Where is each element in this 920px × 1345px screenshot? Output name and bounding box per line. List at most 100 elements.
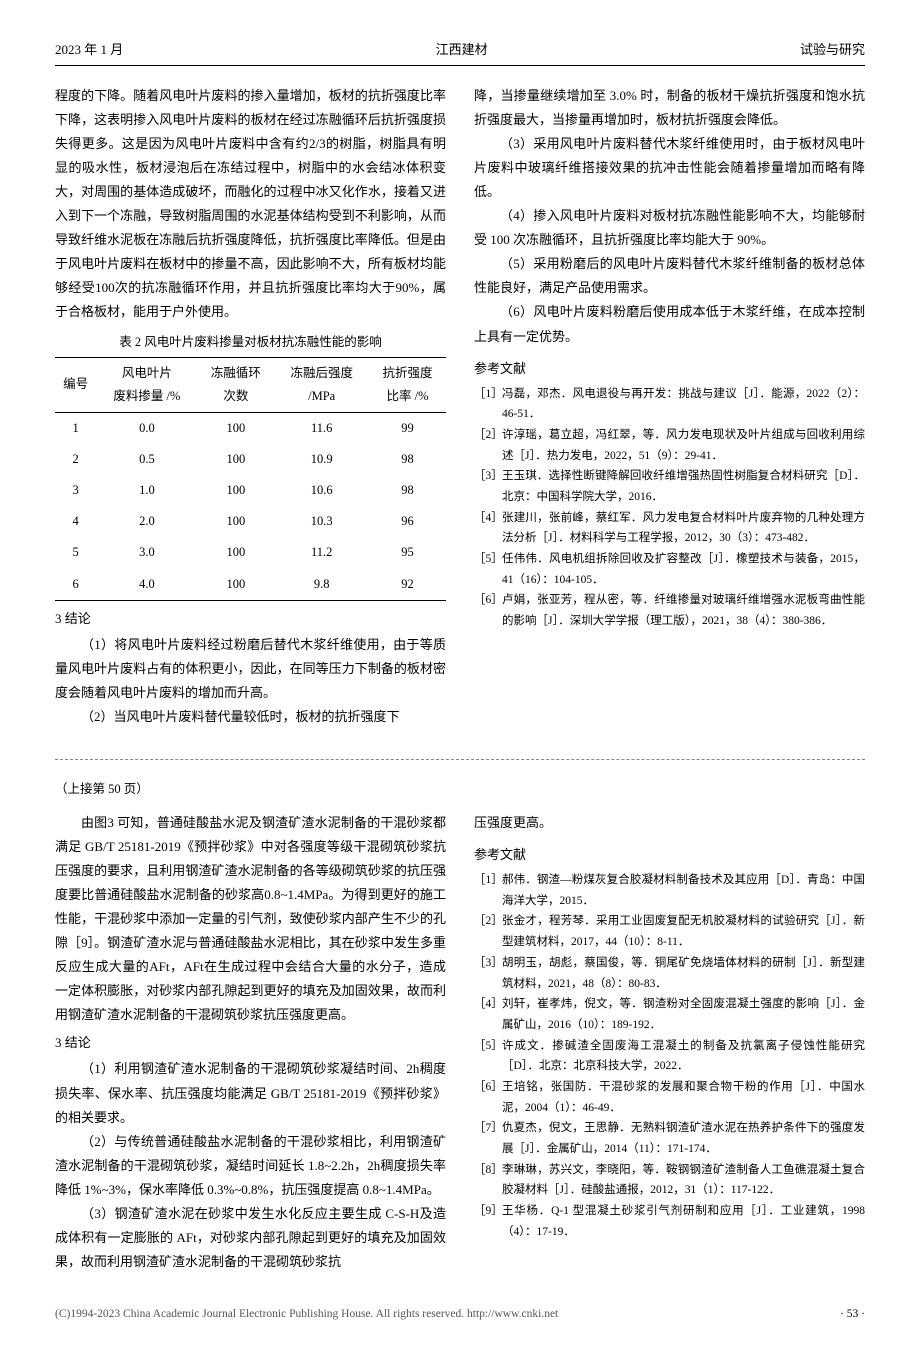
- table2-cell: 0.5: [96, 444, 197, 475]
- upper-right-p1: 降，当掺量继续增加至 3.0% 时，制备的板材干燥抗折强度和饱水抗折强度最大，当…: [474, 84, 865, 132]
- reference-number: ［3］: [474, 953, 502, 994]
- table2-cell: 11.6: [274, 412, 369, 444]
- dashed-divider: [55, 759, 865, 760]
- reference-text: 郝伟．钢渣—粉煤灰复合胶凝材料制备技术及其应用［D］．青岛：中国海洋大学，201…: [502, 870, 865, 911]
- table2-header-cell: 冻融后强度 /MPa: [274, 357, 369, 412]
- reference-text: 胡明玉，胡彪，蔡国俊，等．铜尾矿免烧墙体材料的研制［J］．新型建筑材料，2021…: [502, 953, 865, 994]
- header-center: 江西建材: [436, 38, 488, 62]
- reference-number: ［6］: [474, 590, 502, 631]
- page-footer: (C)1994-2023 China Academic Journal Elec…: [55, 1304, 865, 1325]
- reference-text: 刘轩，崔孝炜，倪文，等．钢渣粉对全固废混凝土强度的影响［J］．金属矿山，2016…: [502, 994, 865, 1035]
- table2-cell: 95: [369, 537, 446, 568]
- lower-left-p1: 由图3 可知，普通硅酸盐水泥及钢渣矿渣水泥制备的干混砂浆都满足 GB/T 251…: [55, 811, 446, 1027]
- lower-refs-head: 参考文献: [474, 843, 865, 867]
- upper-right-p2: （3）采用风电叶片废料替代木浆纤维使用时，由于板材风电叶片废料中玻璃纤维搭接效果…: [474, 132, 865, 204]
- reference-number: ［1］: [474, 384, 502, 425]
- reference-text: 许淳瑶，葛立超，冯红翠，等．风力发电现状及叶片组成与回收利用综述［J］．热力发电…: [502, 425, 865, 466]
- table2-cell: 0.0: [96, 412, 197, 444]
- lower-left-column: 由图3 可知，普通硅酸盐水泥及钢渣矿渣水泥制备的干混砂浆都满足 GB/T 251…: [55, 811, 446, 1274]
- table2-cell: 100: [197, 537, 274, 568]
- table2-cell: 100: [197, 506, 274, 537]
- reference-number: ［8］: [474, 1160, 502, 1201]
- table2-header-cell: 风电叶片 废料掺量 /%: [96, 357, 197, 412]
- table2-header-cell: 抗折强度 比率 /%: [369, 357, 446, 412]
- reference-item: ［6］卢娟，张亚芳，程从密，等．纤维掺量对玻璃纤维增强水泥板弯曲性能的影响［J］…: [474, 590, 865, 631]
- reference-item: ［4］张建川，张前峰，蔡红军．风力发电复合材料叶片废弃物的几种处理方法分析［J］…: [474, 508, 865, 549]
- reference-number: ［5］: [474, 1036, 502, 1077]
- reference-number: ［3］: [474, 466, 502, 507]
- reference-number: ［9］: [474, 1201, 502, 1242]
- table2-cell: 10.9: [274, 444, 369, 475]
- table2-row: 42.010010.396: [55, 506, 446, 537]
- reference-number: ［6］: [474, 1077, 502, 1118]
- reference-text: 卢娟，张亚芳，程从密，等．纤维掺量对玻璃纤维增强水泥板弯曲性能的影响［J］．深圳…: [502, 590, 865, 631]
- upper-right-p3: （4）掺入风电叶片废料对板材抗冻融性能影响不大，均能够耐受 100 次冻融循环，…: [474, 204, 865, 252]
- reference-text: 张金才，程芳琴．采用工业固废复配无机胶凝材料的试验研究［J］．新型建筑材料，20…: [502, 911, 865, 952]
- footer-left: (C)1994-2023 China Academic Journal Elec…: [55, 1304, 558, 1325]
- table2-cell: 100: [197, 475, 274, 506]
- table2-cell: 100: [197, 569, 274, 601]
- reference-item: ［5］许成文．掺碱渣全固废海工混凝土的制备及抗氯离子侵蚀性能研究［D］．北京：北…: [474, 1036, 865, 1077]
- reference-item: ［5］任伟伟．风电机组拆除回收及扩容整改［J］．橡塑技术与装备，2015，41（…: [474, 549, 865, 590]
- table2-cell: 11.2: [274, 537, 369, 568]
- upper-right-p4: （5）采用粉磨后的风电叶片废料替代木浆纤维制备的板材总体性能良好，满足产品使用需…: [474, 252, 865, 300]
- lower-right-p1: 压强度更高。: [474, 811, 865, 835]
- lower-left-p4: （3）钢渣矿渣水泥在砂浆中发生水化反应主要生成 C-S-H及造成体积有一定膨胀的…: [55, 1202, 446, 1274]
- lower-left-p3: （2）与传统普通硅酸盐水泥制备的干混砂浆相比，利用钢渣矿渣水泥制备的干混砌筑砂浆…: [55, 1130, 446, 1202]
- reference-number: ［5］: [474, 549, 502, 590]
- page-number: · 53 ·: [840, 1304, 865, 1325]
- upper-left-p3: （2）当风电叶片废料替代量较低时，板材的抗折强度下: [55, 705, 446, 729]
- upper-right-p5: （6）风电叶片废料粉磨后使用成本低于木浆纤维，在成本控制上具有一定优势。: [474, 300, 865, 348]
- lower-columns: 由图3 可知，普通硅酸盐水泥及钢渣矿渣水泥制备的干混砂浆都满足 GB/T 251…: [55, 811, 865, 1274]
- reference-text: 李琳琳，苏兴文，李晓阳，等．鞍钢钢渣矿渣制备人工鱼礁混凝土复合胶凝材料［J］．硅…: [502, 1160, 865, 1201]
- upper-columns: 程度的下降。随着风电叶片废料的掺入量增加，板材的抗折强度比率下降，这表明掺入风电…: [55, 84, 865, 729]
- upper-left-column: 程度的下降。随着风电叶片废料的掺入量增加，板材的抗折强度比率下降，这表明掺入风电…: [55, 84, 446, 729]
- table2-cell: 5: [55, 537, 96, 568]
- lower-right-column: 压强度更高。 参考文献 ［1］郝伟．钢渣—粉煤灰复合胶凝材料制备技术及其应用［D…: [474, 811, 865, 1274]
- lower-refs-list: ［1］郝伟．钢渣—粉煤灰复合胶凝材料制备技术及其应用［D］．青岛：中国海洋大学，…: [474, 870, 865, 1242]
- table2-cell: 1.0: [96, 475, 197, 506]
- reference-number: ［1］: [474, 870, 502, 911]
- reference-number: ［4］: [474, 508, 502, 549]
- table2-cell: 6: [55, 569, 96, 601]
- reference-item: ［3］胡明玉，胡彪，蔡国俊，等．铜尾矿免烧墙体材料的研制［J］．新型建筑材料，2…: [474, 953, 865, 994]
- table2-cell: 99: [369, 412, 446, 444]
- reference-number: ［2］: [474, 911, 502, 952]
- table2-cell: 1: [55, 412, 96, 444]
- reference-item: ［2］张金才，程芳琴．采用工业固废复配无机胶凝材料的试验研究［J］．新型建筑材料…: [474, 911, 865, 952]
- table2-cell: 10.6: [274, 475, 369, 506]
- reference-item: ［3］王玉琪．选择性断键降解回收纤维增强热固性树脂复合材料研究［D］．北京：中国…: [474, 466, 865, 507]
- lower-left-sec3: 3 结论: [55, 1031, 446, 1055]
- table2-cell: 9.8: [274, 569, 369, 601]
- reference-item: ［6］王培铭，张国防．干混砂浆的发展和聚合物干粉的作用［J］．中国水泥，2004…: [474, 1077, 865, 1118]
- table2-cell: 2.0: [96, 506, 197, 537]
- upper-left-p2: （1）将风电叶片废料经过粉磨后替代木浆纤维使用，由于等质量风电叶片废料占有的体积…: [55, 633, 446, 705]
- table2-row: 53.010011.295: [55, 537, 446, 568]
- reference-item: ［8］李琳琳，苏兴文，李晓阳，等．鞍钢钢渣矿渣制备人工鱼礁混凝土复合胶凝材料［J…: [474, 1160, 865, 1201]
- page-header: 2023 年 1 月 江西建材 试验与研究: [55, 38, 865, 66]
- table2-cell: 98: [369, 475, 446, 506]
- table2-cell: 4.0: [96, 569, 197, 601]
- reference-text: 任伟伟．风电机组拆除回收及扩容整改［J］．橡塑技术与装备，2015，41（16）…: [502, 549, 865, 590]
- table2-row: 20.510010.998: [55, 444, 446, 475]
- upper-right-column: 降，当掺量继续增加至 3.0% 时，制备的板材干燥抗折强度和饱水抗折强度最大，当…: [474, 84, 865, 729]
- table2-row: 31.010010.698: [55, 475, 446, 506]
- reference-text: 王培铭，张国防．干混砂浆的发展和聚合物干粉的作用［J］．中国水泥，2004（1）…: [502, 1077, 865, 1118]
- reference-number: ［4］: [474, 994, 502, 1035]
- reference-item: ［1］冯磊，邓杰．风电退役与再开发：挑战与建议［J］．能源，2022（2）：46…: [474, 384, 865, 425]
- reference-text: 冯磊，邓杰．风电退役与再开发：挑战与建议［J］．能源，2022（2）：46-51…: [502, 384, 865, 425]
- upper-refs-head: 参考文献: [474, 357, 865, 381]
- table2-header-cell: 冻融循环 次数: [197, 357, 274, 412]
- table2-cell: 100: [197, 444, 274, 475]
- table2-cell: 100: [197, 412, 274, 444]
- reference-text: 王玉琪．选择性断键降解回收纤维增强热固性树脂复合材料研究［D］．北京：中国科学院…: [502, 466, 865, 507]
- table2-cell: 3: [55, 475, 96, 506]
- table2-caption: 表 2 风电叶片废料掺量对板材抗冻融性能的影响: [55, 331, 446, 354]
- reference-number: ［7］: [474, 1118, 502, 1159]
- table2-cell: 10.3: [274, 506, 369, 537]
- reference-item: ［4］刘轩，崔孝炜，倪文，等．钢渣粉对全固废混凝土强度的影响［J］．金属矿山，2…: [474, 994, 865, 1035]
- table2-row: 64.01009.892: [55, 569, 446, 601]
- table2-cell: 92: [369, 569, 446, 601]
- header-left: 2023 年 1 月: [55, 38, 123, 62]
- reference-item: ［7］仇夏杰，倪文，王思静．无熟料钢渣矿渣水泥在热养护条件下的强度发展［J］．金…: [474, 1118, 865, 1159]
